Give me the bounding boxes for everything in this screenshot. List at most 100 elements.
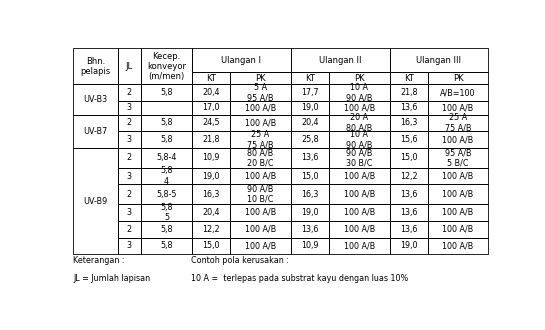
Text: Keterangan :: Keterangan : <box>73 256 125 265</box>
Text: 10 A
90 A/B: 10 A 90 A/B <box>346 130 372 149</box>
Text: 21,8: 21,8 <box>400 88 417 97</box>
Text: 100 A/B: 100 A/B <box>443 242 474 250</box>
Bar <box>141 204 192 221</box>
Bar <box>192 49 290 72</box>
Text: 100 A/B: 100 A/B <box>443 225 474 234</box>
Bar <box>290 168 329 184</box>
Bar <box>329 168 390 184</box>
Bar <box>428 238 488 254</box>
Text: 19,0: 19,0 <box>301 103 319 112</box>
Bar <box>192 204 230 221</box>
Bar <box>428 204 488 221</box>
Text: 5,8: 5,8 <box>160 118 173 127</box>
Text: 3: 3 <box>127 103 132 112</box>
Bar <box>73 84 118 115</box>
Text: 20,4: 20,4 <box>202 88 220 97</box>
Text: 2: 2 <box>127 190 132 199</box>
Bar <box>230 84 290 101</box>
Bar <box>428 115 488 131</box>
Text: 15,0: 15,0 <box>400 153 417 162</box>
Text: UV-B3: UV-B3 <box>83 95 107 104</box>
Bar <box>290 131 329 148</box>
Text: 20,4: 20,4 <box>202 208 220 217</box>
Bar <box>192 148 230 168</box>
Text: 5,8-5: 5,8-5 <box>156 190 177 199</box>
Text: Bhn.
pelapis: Bhn. pelapis <box>80 57 111 76</box>
Text: KT: KT <box>206 74 216 83</box>
Text: 2: 2 <box>127 118 132 127</box>
Bar <box>390 72 428 84</box>
Bar <box>118 148 141 168</box>
Text: A/B=100: A/B=100 <box>440 88 476 97</box>
Bar <box>390 101 428 115</box>
Bar <box>290 148 329 168</box>
Bar <box>118 131 141 148</box>
Bar <box>141 221 192 238</box>
Bar <box>290 72 329 84</box>
Text: 5,8-4: 5,8-4 <box>156 153 177 162</box>
Text: 12,2: 12,2 <box>400 172 417 181</box>
Text: 100 A/B: 100 A/B <box>443 190 474 199</box>
Text: PK: PK <box>453 74 463 83</box>
Text: 100 A/B: 100 A/B <box>344 190 375 199</box>
Text: 15,0: 15,0 <box>301 172 319 181</box>
Bar <box>390 238 428 254</box>
Bar <box>230 148 290 168</box>
Text: UV-B7: UV-B7 <box>83 127 107 136</box>
Bar <box>428 131 488 148</box>
Bar <box>118 204 141 221</box>
Text: 3: 3 <box>127 208 132 217</box>
Text: 19,0: 19,0 <box>301 208 319 217</box>
Bar <box>73 115 118 148</box>
Bar <box>329 221 390 238</box>
Bar <box>141 238 192 254</box>
Bar <box>141 131 192 148</box>
Text: 16,3: 16,3 <box>301 190 318 199</box>
Text: 100 A/B: 100 A/B <box>443 103 474 112</box>
Text: KT: KT <box>305 74 315 83</box>
Bar <box>428 168 488 184</box>
Bar <box>192 184 230 204</box>
Bar <box>230 184 290 204</box>
Text: Contoh pola kerusakan :: Contoh pola kerusakan : <box>191 256 289 265</box>
Bar <box>230 115 290 131</box>
Text: 5,8: 5,8 <box>160 242 173 250</box>
Text: 100 A/B: 100 A/B <box>245 225 276 234</box>
Bar <box>329 115 390 131</box>
Bar <box>192 115 230 131</box>
Text: 100 A/B: 100 A/B <box>245 172 276 181</box>
Bar <box>390 131 428 148</box>
Bar <box>118 168 141 184</box>
Bar <box>390 184 428 204</box>
Text: 5,8: 5,8 <box>160 135 173 144</box>
Text: 90 A/B
10 B/C: 90 A/B 10 B/C <box>247 184 274 204</box>
Text: 21,8: 21,8 <box>202 135 220 144</box>
Bar <box>141 168 192 184</box>
Text: 10 A
90 A/B: 10 A 90 A/B <box>346 83 372 103</box>
Text: 80 A/B
20 B/C: 80 A/B 20 B/C <box>247 148 274 168</box>
Bar <box>192 84 230 101</box>
Bar <box>230 221 290 238</box>
Bar <box>73 49 118 84</box>
Text: 13,6: 13,6 <box>400 225 417 234</box>
Text: UV-B9: UV-B9 <box>83 197 107 206</box>
Text: 17,0: 17,0 <box>202 103 220 112</box>
Bar <box>329 184 390 204</box>
Text: 25 A
75 A/B: 25 A 75 A/B <box>247 130 274 149</box>
Text: 13,6: 13,6 <box>400 208 417 217</box>
Bar <box>230 131 290 148</box>
Text: 100 A/B: 100 A/B <box>344 242 375 250</box>
Bar <box>192 221 230 238</box>
Text: Ulangan II: Ulangan II <box>319 56 361 65</box>
Bar <box>290 238 329 254</box>
Bar <box>230 168 290 184</box>
Bar <box>141 148 192 168</box>
Bar <box>428 184 488 204</box>
Bar <box>428 72 488 84</box>
Text: 2: 2 <box>127 225 132 234</box>
Bar <box>118 184 141 204</box>
Bar <box>290 184 329 204</box>
Bar <box>390 221 428 238</box>
Text: Ulangan I: Ulangan I <box>221 56 261 65</box>
Text: 15,6: 15,6 <box>400 135 417 144</box>
